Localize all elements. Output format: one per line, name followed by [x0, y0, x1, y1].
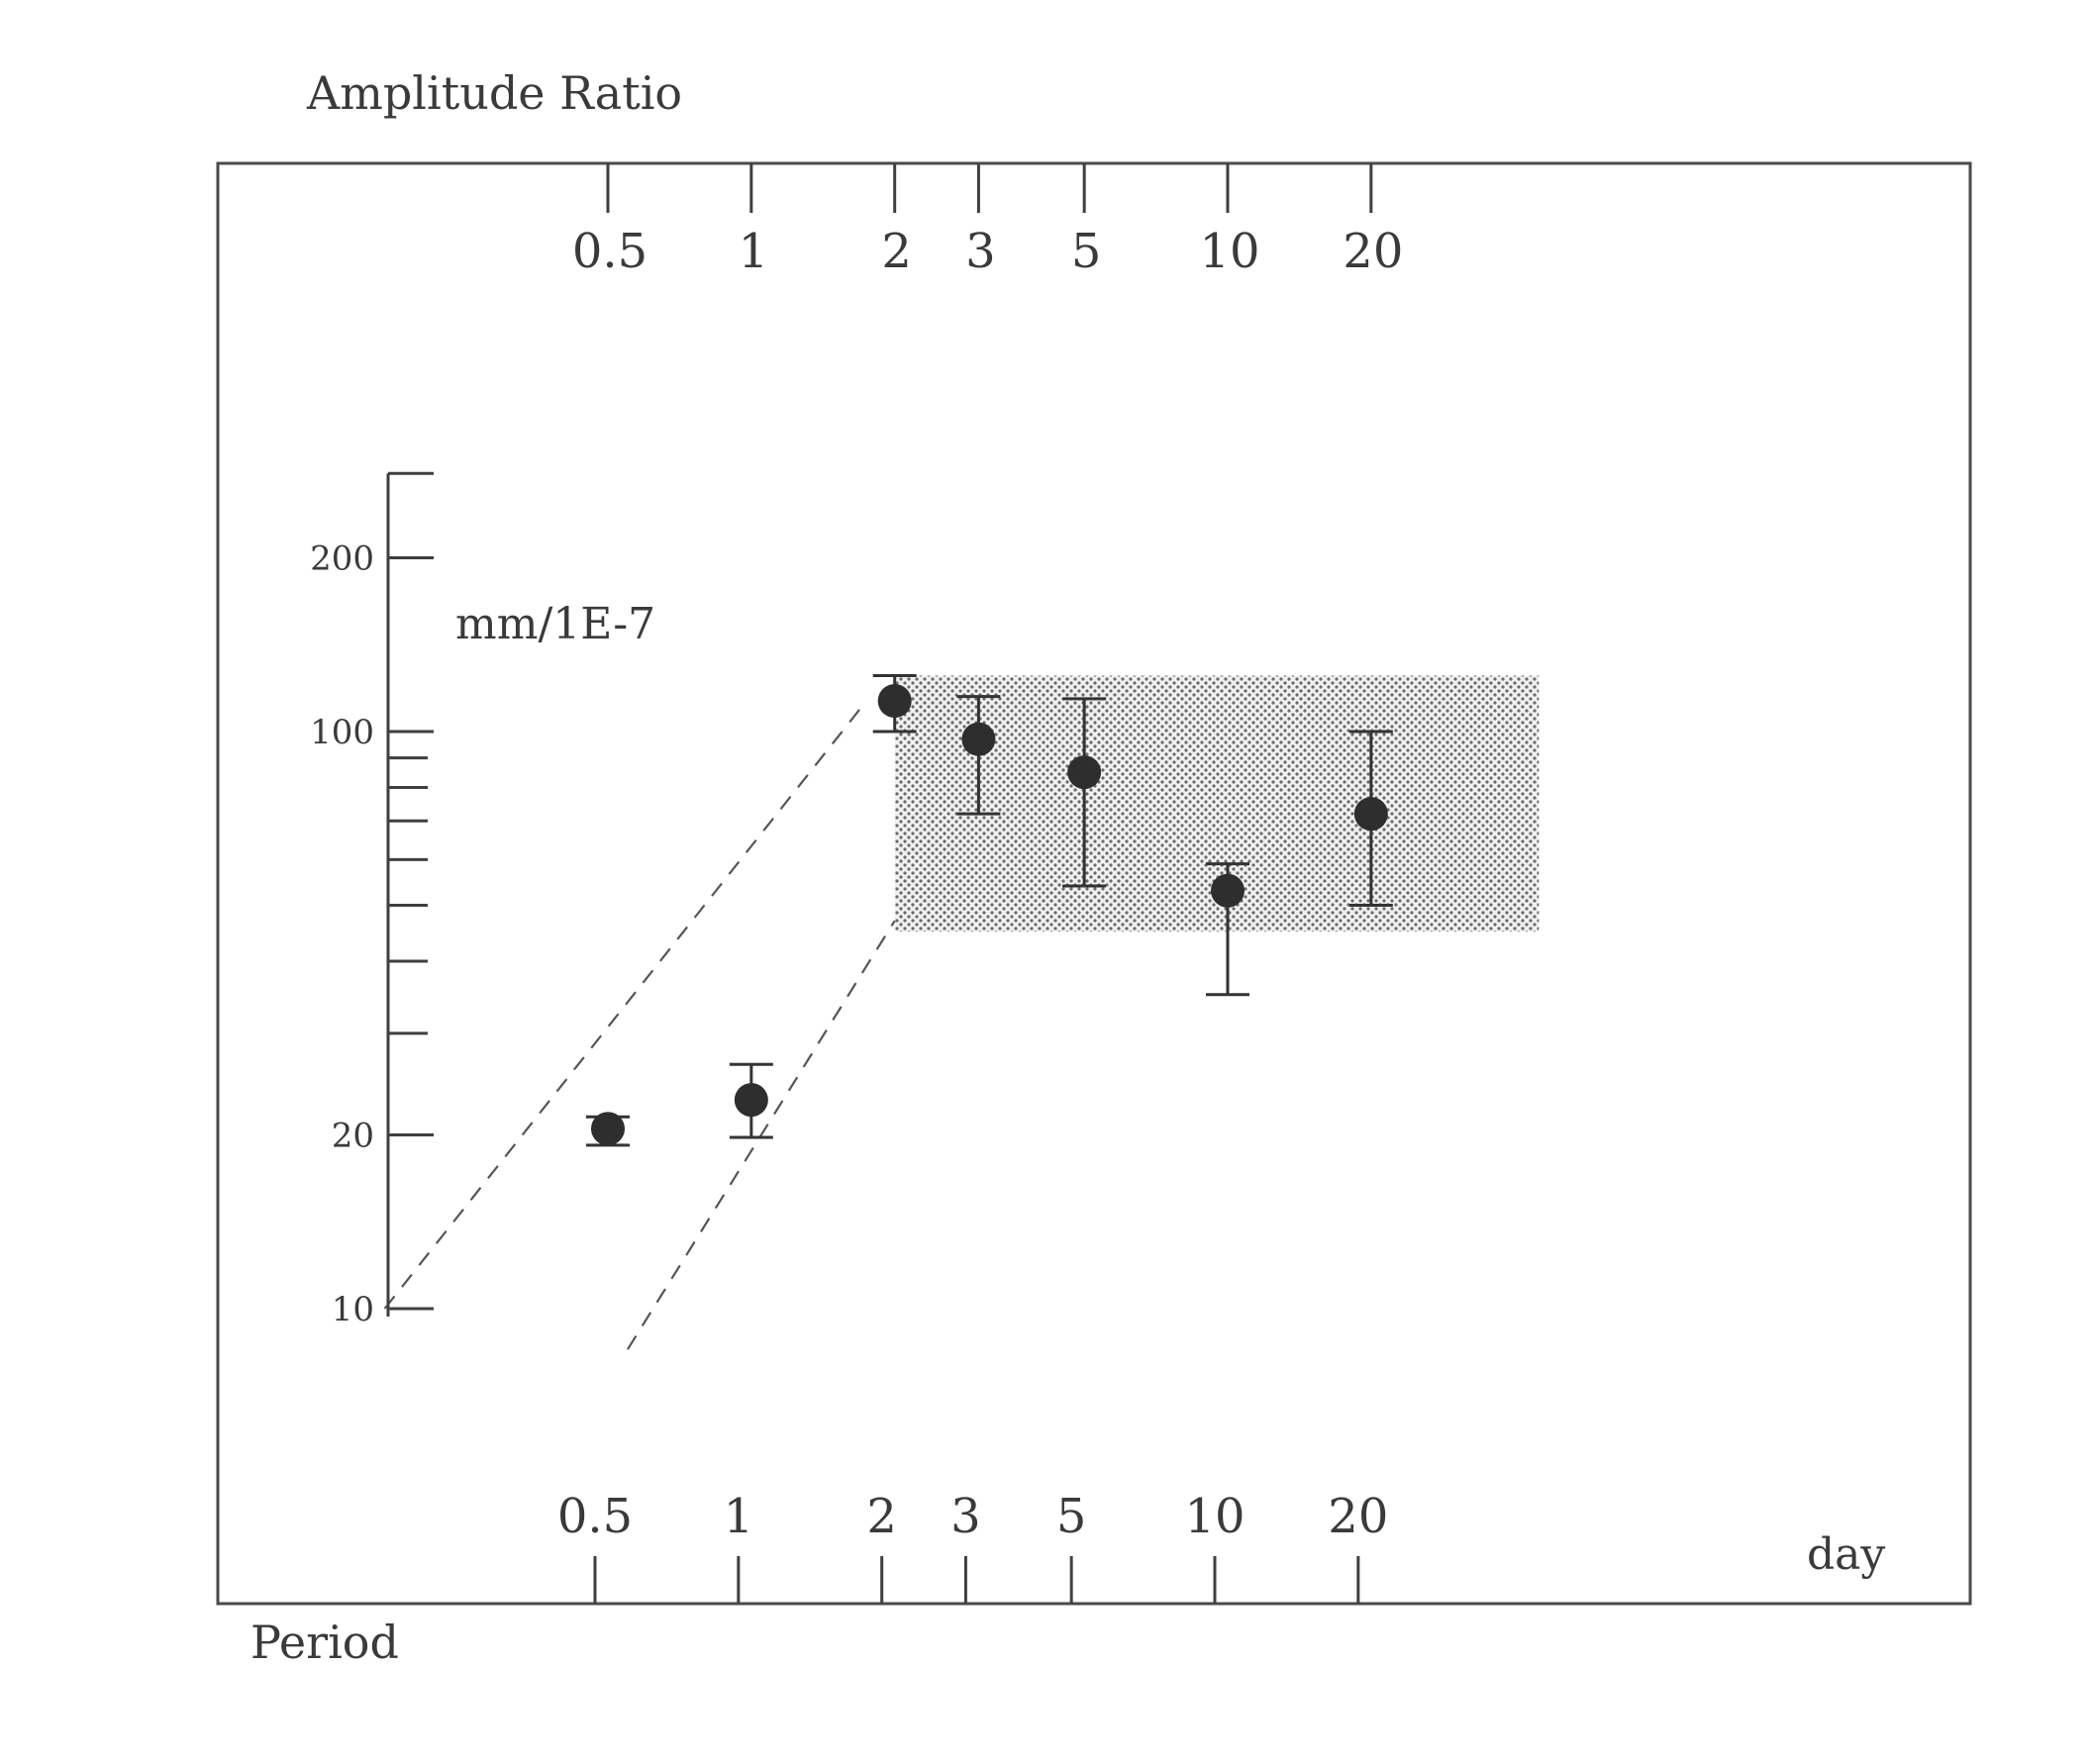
- y-axis-unit-label: mm/1E-7: [455, 599, 655, 649]
- y-tick-label-100: 100: [310, 713, 374, 752]
- bottom-x-tick-label-1: 1: [724, 1489, 754, 1544]
- guide-line-2: [626, 920, 896, 1350]
- point-marker-7: [1353, 797, 1388, 832]
- data-point-7: [1348, 730, 1393, 908]
- data-point-3: [872, 674, 917, 734]
- top-x-tick-label-2: 2: [881, 224, 912, 279]
- x-axis-title: Period: [250, 1616, 399, 1669]
- y-axis: 200 100 20 10: [310, 471, 434, 1329]
- y-tick-label-10: 10: [332, 1290, 374, 1329]
- top-x-tick-label-5: 5: [1071, 224, 1102, 279]
- data-point-2: [729, 1062, 773, 1139]
- bottom-x-tick-label-2: 2: [866, 1489, 897, 1544]
- x-axis-unit-label: day: [1807, 1529, 1885, 1580]
- bottom-x-tick-label-10: 10: [1184, 1489, 1245, 1544]
- bottom-x-axis: 0.5 1 2 3 5 10 20: [557, 1489, 1388, 1604]
- top-x-tick-label-3: 3: [965, 224, 996, 279]
- data-point-4: [956, 695, 1001, 816]
- data-point-1: [586, 1112, 630, 1147]
- data-points-layer: [586, 674, 1393, 1147]
- bottom-x-tick-label-0.5: 0.5: [557, 1489, 633, 1544]
- point-marker-5: [1067, 755, 1102, 790]
- guide-lines-layer: [383, 707, 896, 1350]
- chart-title: Amplitude Ratio: [306, 66, 682, 120]
- y-tick-label-20: 20: [332, 1116, 374, 1155]
- top-x-tick-label-20: 20: [1343, 224, 1403, 279]
- top-x-axis: 0.5 1 2 3 5 10 20: [572, 163, 1403, 279]
- point-marker-2: [734, 1083, 768, 1118]
- point-marker-6: [1211, 873, 1245, 908]
- point-marker-1: [591, 1112, 625, 1146]
- top-x-tick-label-10: 10: [1199, 224, 1259, 279]
- y-tick-label-200: 200: [310, 539, 374, 578]
- bottom-x-tick-label-5: 5: [1056, 1489, 1087, 1544]
- data-point-5: [1062, 697, 1107, 888]
- bottom-x-tick-label-20: 20: [1328, 1489, 1388, 1544]
- point-marker-3: [877, 684, 912, 719]
- point-marker-4: [961, 722, 996, 756]
- plot-frame: [216, 161, 1972, 1606]
- top-x-tick-label-0.5: 0.5: [572, 224, 647, 279]
- data-point-6: [1206, 862, 1249, 997]
- guide-line-1: [383, 707, 862, 1310]
- top-x-tick-label-1: 1: [739, 224, 769, 279]
- bottom-x-tick-label-3: 3: [950, 1489, 981, 1544]
